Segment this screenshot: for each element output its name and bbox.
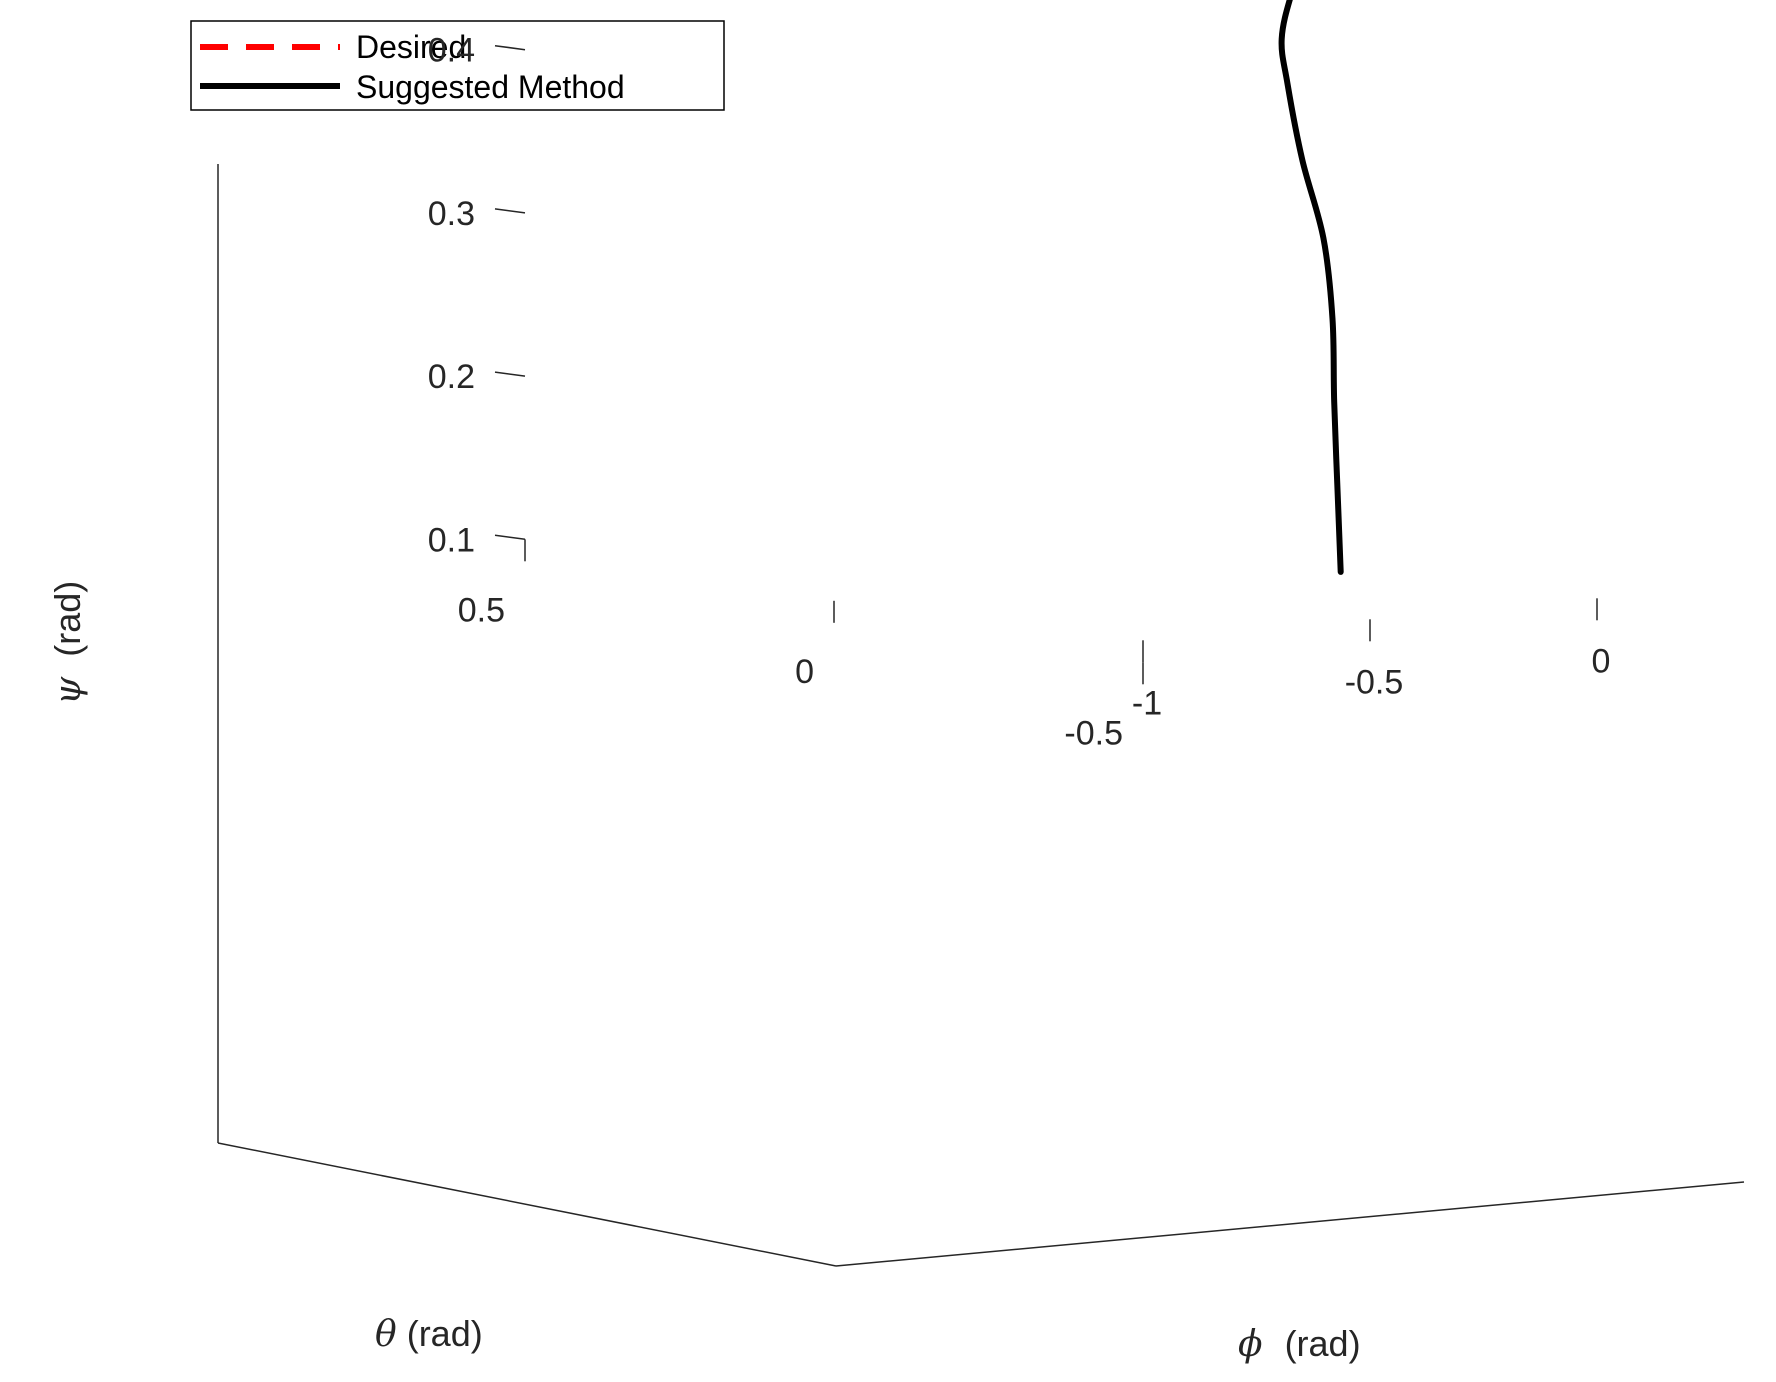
y-axis-symbol: θ — [375, 1314, 397, 1355]
x-tick-label: -1 — [1132, 684, 1162, 722]
x-axis-unit: (rad) — [1285, 1323, 1361, 1364]
y-axis-unit: (rad) — [407, 1313, 483, 1354]
legend-box — [190, 20, 725, 111]
x-axis-line — [835, 1181, 1745, 1267]
axis-tick-labels: 0.70.60.50.40.30.20.1-1-0.500.510.50-0.5 — [428, 32, 1611, 753]
y-tick-label: 0 — [795, 653, 814, 691]
legend: Desired Suggested Method — [190, 20, 725, 111]
x-tick-label: 0 — [1592, 642, 1611, 680]
z-tick-label: 0.1 — [428, 521, 475, 559]
legend-label-suggested: Suggested Method — [356, 69, 625, 105]
x-axis-label: ϕ (rad) — [1238, 1323, 1361, 1365]
z-tick-label: 0.4 — [428, 32, 475, 70]
y-axis-line — [217, 1142, 837, 1267]
z-axis-unit: (rad) — [47, 581, 88, 657]
z-tick-mark — [494, 371, 526, 377]
x-tick-label: -0.5 — [1345, 663, 1404, 701]
series-suggested-approach — [1278, 0, 1344, 575]
x-axis-symbol: ϕ — [1238, 1324, 1263, 1365]
axis-ticks — [494, 44, 1598, 685]
z-tick-mark — [494, 44, 526, 51]
y-tick-label: -0.5 — [1064, 714, 1123, 752]
y-tick-label: 0.5 — [458, 591, 505, 629]
z-tick-mark — [494, 208, 526, 214]
axes — [217, 164, 1745, 1267]
legend-label-desired: Desired — [356, 29, 466, 65]
plot-area — [1278, 0, 1344, 575]
z-tick-label: 0.2 — [428, 358, 475, 396]
z-axis-label: ψ (rad) — [47, 581, 89, 705]
z-tick-label: 0.3 — [428, 195, 475, 233]
y-axis-label: θ (rad) — [375, 1313, 483, 1355]
z-tick-mark — [494, 534, 526, 541]
z-axis-symbol: ψ — [48, 676, 89, 705]
